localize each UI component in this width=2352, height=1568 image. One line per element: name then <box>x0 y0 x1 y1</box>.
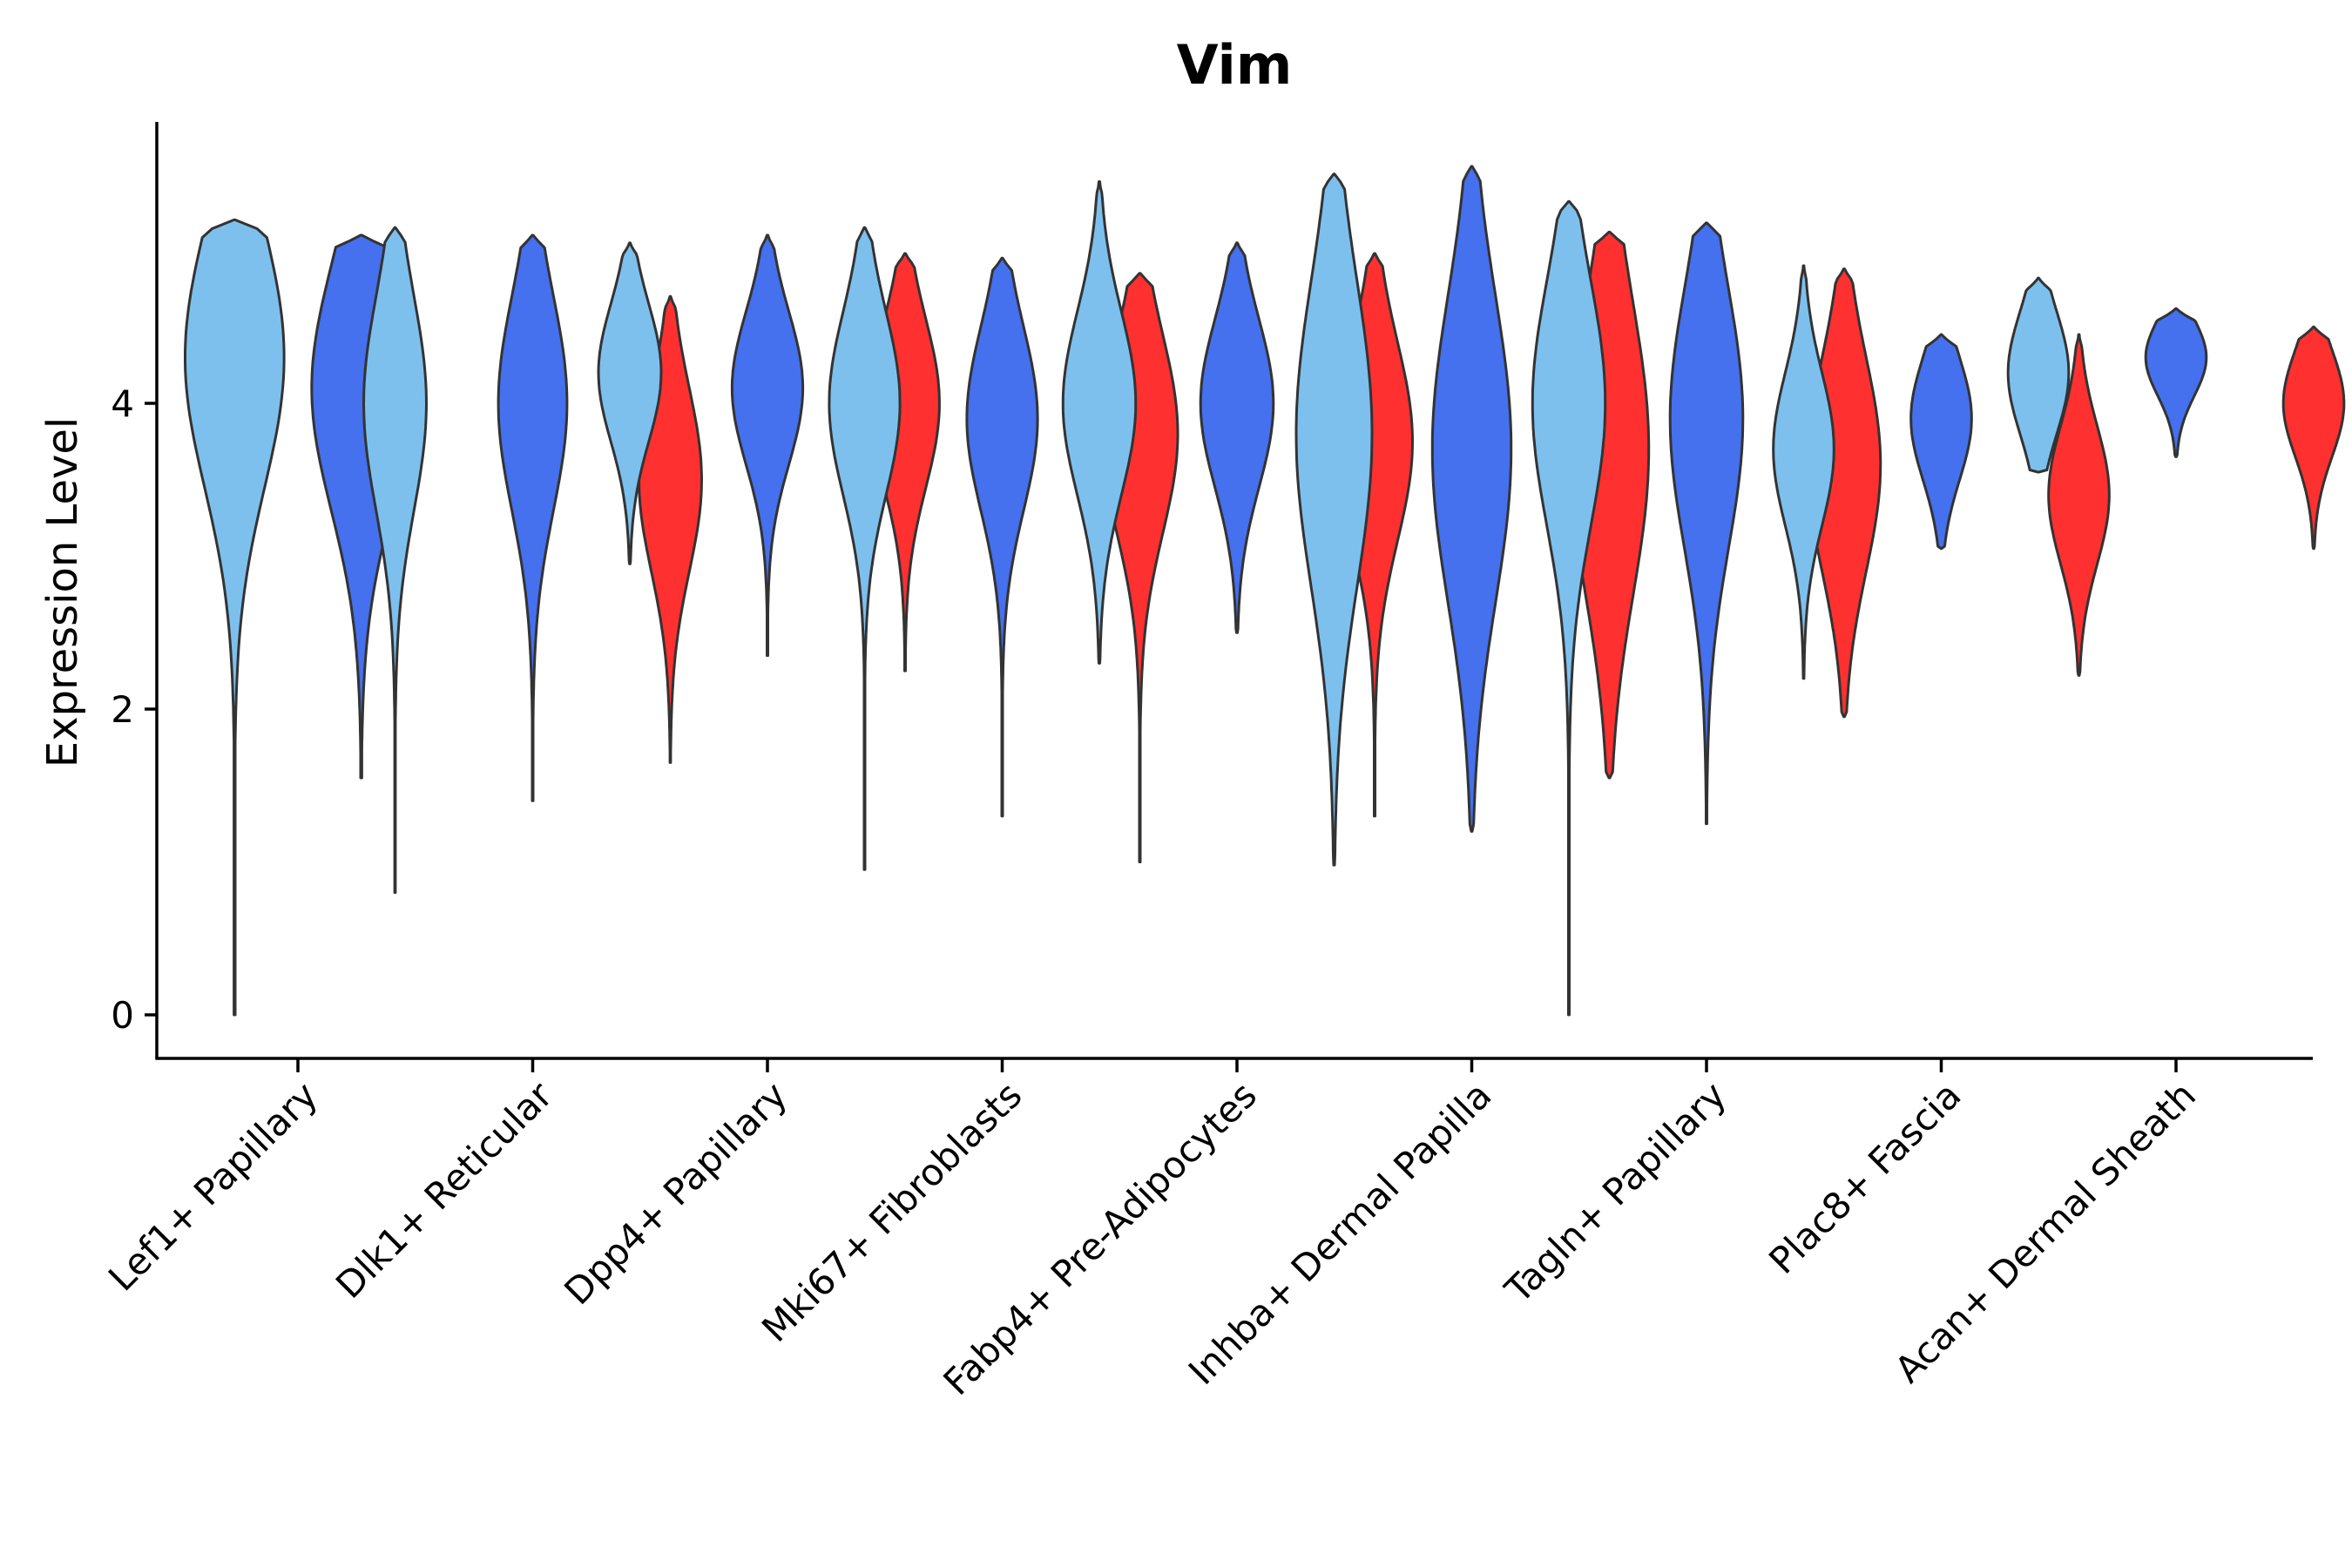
y-tick-label-2: 2 <box>111 688 134 731</box>
violin-4-2 <box>965 256 1039 818</box>
y-axis-label: Expression Level <box>38 417 87 768</box>
violin-6-2 <box>1430 165 1513 833</box>
violin-8-2 <box>1909 333 1973 551</box>
violin-1-1 <box>184 218 286 1017</box>
violin-7-2 <box>1668 221 1745 826</box>
violin-9-1 <box>2006 276 2071 474</box>
violin-4-1 <box>828 226 902 871</box>
y-tick-label-4: 4 <box>111 382 134 425</box>
violin-2-1 <box>362 226 428 895</box>
violin-8-3 <box>2047 333 2111 677</box>
y-tick-label-0: 0 <box>111 994 134 1037</box>
violin-3-1 <box>597 241 663 565</box>
violins-layer <box>184 165 2346 1017</box>
violin-9-3 <box>2281 325 2346 551</box>
violin-6-1 <box>1294 172 1374 867</box>
violin-5-1 <box>1061 180 1138 665</box>
violin-5-2 <box>1199 241 1275 634</box>
violin-7-3 <box>1806 267 1882 719</box>
violin-8-1 <box>1772 264 1835 680</box>
violin-2-2 <box>497 233 569 802</box>
violin-3-2 <box>730 233 805 658</box>
violin-9-2 <box>2144 307 2208 458</box>
violin-7-1 <box>1531 199 1607 1017</box>
chart-title: Vim <box>1177 33 1293 97</box>
